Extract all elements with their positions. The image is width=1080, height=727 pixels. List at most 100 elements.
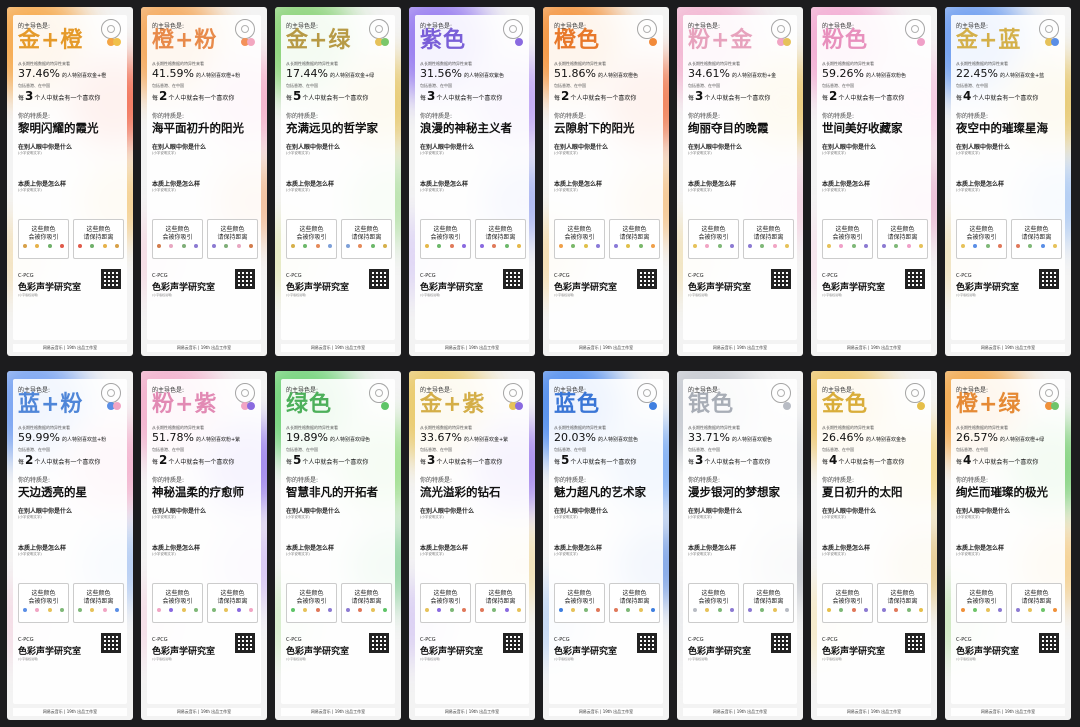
qr-code-icon[interactable] [101, 269, 121, 289]
mini-swatches [212, 608, 253, 612]
poster-card[interactable]: 的主导色是: 紫色 从长期性格数据的特异性来看 31.56% 的人特别喜欢紫色 包… [409, 7, 535, 356]
emblem-icon [1039, 19, 1059, 39]
dominant-color-title: 粉色 [822, 28, 869, 53]
box-line: 会被你吸引 [698, 598, 729, 605]
poster-card[interactable]: 的主导色是: 橙+粉 从长期性格数据的特异性来看 41.59% 的人特别喜欢橙+粉… [141, 7, 267, 356]
mini-swatch [559, 244, 563, 248]
stat-subline: 从长期性格数据的特异性来看 [18, 61, 70, 66]
poster-card[interactable]: 的主导色是: 金+蓝 从长期性格数据的特异性来看 22.45% 的人特别喜欢金+蓝… [945, 7, 1071, 356]
percent-value: 59.99% [18, 431, 60, 444]
mini-swatch [729, 244, 734, 248]
footer-bar: 网易云音乐 | 19th 出品工作室 [549, 708, 663, 716]
percent-line: 26.57% 的人特别喜欢橙+绿 [956, 431, 1044, 444]
odds-line: 每5个人中就会有一个喜欢你 [554, 453, 636, 467]
poster-card[interactable]: 的主导色是: 蓝+粉 从长期性格数据的特异性来看 59.99% 的人特别喜欢蓝+粉… [7, 371, 133, 720]
poster-card[interactable]: 的主导色是: 金色 从长期性格数据的特异性来看 26.46% 的人特别喜欢金色 包… [811, 371, 937, 720]
footer-text: 网易云音乐 | 19th 出品工作室 [846, 709, 902, 714]
poster-card[interactable]: 的主导色是: 金+橙 从长期性格数据的特异性来看 37.46% 的人特别喜欢金+橙… [7, 7, 133, 356]
qr-code-icon[interactable] [1039, 269, 1059, 289]
qr-code-icon[interactable] [235, 633, 255, 653]
dominant-color-title: 蓝色 [554, 392, 601, 417]
box-line: 这些颜色 [433, 590, 458, 597]
percent-text: 的人特别喜欢粉+金 [731, 73, 777, 79]
brand-name: 色彩声学研究室 [688, 647, 752, 657]
brand-name: 色彩声学研究室 [152, 283, 216, 293]
color-swatches [917, 402, 925, 410]
others-view-text: (小字说明文字) [554, 515, 578, 519]
brand-name: 色彩声学研究室 [286, 647, 350, 657]
qr-code-icon[interactable] [1039, 633, 1059, 653]
qr-code-icon[interactable] [235, 269, 255, 289]
swatch-dot [113, 38, 121, 46]
fine-print: (小字版权说明) [286, 657, 307, 661]
odds-prefix: 每 [286, 459, 293, 466]
brand-name: 色彩声学研究室 [18, 283, 82, 293]
poster-card[interactable]: 的主导色是: 绿色 从长期性格数据的特异性来看 19.89% 的人特别喜欢绿色 包… [275, 371, 401, 720]
mini-swatch [291, 244, 295, 248]
essence-heading: 本质上你是怎么样 [286, 181, 335, 188]
mini-swatch [461, 244, 466, 248]
qr-code-icon[interactable] [771, 269, 791, 289]
odds-number: 3 [695, 89, 704, 103]
qr-code-icon[interactable] [905, 633, 925, 653]
mini-swatch [1028, 608, 1033, 612]
poster-card[interactable]: 的主导色是: 蓝色 从长期性格数据的特异性来看 20.03% 的人特别喜欢蓝色 包… [543, 371, 669, 720]
mini-swatch [236, 244, 241, 248]
odds-line: 每2个人中就会有一个喜欢你 [152, 89, 234, 103]
fine-print: (小字版权说明) [956, 657, 977, 661]
mini-swatch [327, 244, 332, 248]
mini-swatch [1028, 244, 1033, 248]
others-view-heading: 在别人眼中你是什么 [18, 144, 73, 151]
mini-swatch [1052, 608, 1057, 612]
qr-code-icon[interactable] [369, 269, 389, 289]
footer-text: 网易云音乐 | 19th 出品工作室 [712, 709, 768, 714]
poster-panel: 的主导色是: 粉色 从长期性格数据的特异性来看 59.26% 的人特别喜欢粉色 包… [817, 15, 931, 340]
mini-swatches [693, 244, 734, 248]
mini-swatch [248, 608, 253, 612]
percent-value: 26.57% [956, 431, 998, 444]
dominant-color-title: 橙色 [554, 28, 601, 53]
box-line: 这些颜色 [220, 590, 245, 597]
poster-card[interactable]: 的主导色是: 银色 从长期性格数据的特异性来看 33.71% 的人特别喜欢银色 包… [677, 371, 803, 720]
mini-swatch [59, 608, 64, 612]
others-view-text: (小字说明文字) [554, 151, 578, 155]
others-view-heading: 在别人眼中你是什么 [286, 144, 341, 151]
qr-code-icon[interactable] [503, 633, 523, 653]
swatch-dot [247, 402, 255, 410]
footer-bar: 网易云音乐 | 19th 出品工作室 [147, 708, 261, 716]
qr-code-icon[interactable] [503, 269, 523, 289]
poster-card[interactable]: 的主导色是: 金+绿 从长期性格数据的特异性来看 17.44% 的人特别喜欢金+绿… [275, 7, 401, 356]
qr-code-icon[interactable] [369, 633, 389, 653]
qr-code-icon[interactable] [637, 633, 657, 653]
poster-card[interactable]: 的主导色是: 粉+金 从长期性格数据的特异性来看 34.61% 的人特别喜欢粉+金… [677, 7, 803, 356]
dominant-color-title: 橙+绿 [956, 392, 1022, 417]
brand-code: C-PCG [420, 637, 436, 643]
odds-suffix: 个人中就会有一个喜欢你 [302, 95, 369, 102]
dominant-color-label: 的主导色是: [420, 387, 453, 394]
mini-swatches [157, 244, 198, 248]
poster-card[interactable]: 的主导色是: 粉色 从长期性格数据的特异性来看 59.26% 的人特别喜欢粉色 包… [811, 7, 937, 356]
distance-colors-box: 这些颜色 请保持距离 [475, 219, 526, 259]
footer-bar: 网易云音乐 | 19th 出品工作室 [13, 708, 127, 716]
percent-text: 的人特别喜欢粉色 [865, 73, 906, 79]
qr-code-icon[interactable] [905, 269, 925, 289]
mini-swatch [997, 608, 1002, 612]
qr-code-icon[interactable] [101, 633, 121, 653]
poster-card[interactable]: 的主导色是: 橙+绿 从长期性格数据的特异性来看 26.57% 的人特别喜欢橙+绿… [945, 371, 1071, 720]
region-note: 包括香港、在中国 [18, 447, 50, 452]
footer-bar: 网易云音乐 | 19th 出品工作室 [415, 344, 529, 352]
brand-name: 色彩声学研究室 [18, 647, 82, 657]
mini-swatches [748, 244, 789, 248]
poster-card[interactable]: 的主导色是: 金+紫 从长期性格数据的特异性来看 33.67% 的人特别喜欢金+紫… [409, 371, 535, 720]
qr-code-icon[interactable] [771, 633, 791, 653]
dominant-color-title: 粉+金 [688, 28, 754, 53]
percent-line: 33.71% 的人特别喜欢银色 [688, 431, 772, 444]
attracted-colors-box: 这些颜色 会被你吸引 [18, 219, 69, 259]
box-line: 这些颜色 [1024, 590, 1049, 597]
swatch-dot [1051, 402, 1059, 410]
box-line: 会被你吸引 [296, 598, 327, 605]
qr-code-icon[interactable] [637, 269, 657, 289]
poster-card[interactable]: 的主导色是: 橙色 从长期性格数据的特异性来看 51.86% 的人特别喜欢橙色 包… [543, 7, 669, 356]
poster-card[interactable]: 的主导色是: 粉+紫 从长期性格数据的特异性来看 51.78% 的人特别喜欢粉+紫… [141, 371, 267, 720]
footer-text: 网易云音乐 | 19th 出品工作室 [846, 345, 902, 350]
